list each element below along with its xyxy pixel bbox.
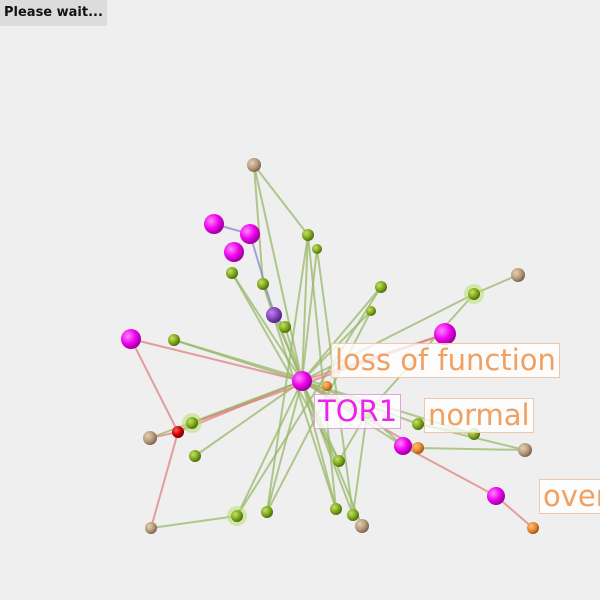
edge-hub-tTop (253, 164, 303, 382)
edge-tBotL-g16 (150, 515, 238, 529)
edge-hub-g5 (301, 286, 382, 382)
node-mMid[interactable] (394, 437, 412, 455)
edge-mTopB-purple (249, 233, 275, 316)
node-g10[interactable] (186, 417, 198, 429)
node-mLeft[interactable] (121, 329, 141, 349)
node-g8[interactable] (168, 334, 180, 346)
node-g3[interactable] (226, 267, 238, 279)
edge-hub-g2 (301, 248, 318, 382)
edge-hub-g3 (231, 272, 303, 382)
edge-o1-tR2 (417, 447, 526, 451)
edge-hub-mLeft (130, 338, 303, 382)
node-g7[interactable] (279, 321, 291, 333)
node-tTop[interactable] (247, 158, 261, 172)
node-g4[interactable] (257, 278, 269, 290)
status-banner: Please wait... (0, 0, 107, 26)
node-g1[interactable] (302, 229, 314, 241)
edge-red-tBotL (150, 431, 179, 529)
node-tBotL[interactable] (145, 522, 157, 534)
edge-tTop-g1 (253, 164, 309, 236)
edge-g5-g16 (236, 286, 382, 517)
label-over[interactable]: over (539, 479, 600, 515)
node-g5[interactable] (375, 281, 387, 293)
node-mRight[interactable] (434, 323, 456, 345)
edge-tTop-g4 (253, 164, 264, 285)
node-o1[interactable] (412, 442, 424, 454)
node-g19[interactable] (347, 509, 359, 521)
node-purple[interactable] (266, 307, 282, 323)
edge-g3-g12 (231, 272, 340, 462)
edge-mMid-mLow (402, 445, 497, 497)
node-red[interactable] (172, 426, 184, 438)
edge-g1-g18 (307, 234, 337, 510)
node-tRight[interactable] (511, 268, 525, 282)
label-normal[interactable]: normal (424, 398, 534, 434)
edge-g13-g19 (352, 412, 368, 516)
label-tor1[interactable]: TOR1 (314, 394, 402, 430)
node-tLeft[interactable] (143, 431, 157, 445)
node-hub[interactable] (292, 371, 312, 391)
node-tBot[interactable] (355, 519, 369, 533)
node-g2[interactable] (312, 244, 322, 254)
node-g18[interactable] (330, 503, 342, 515)
label-loss-of-function[interactable]: loss of function (331, 343, 560, 379)
node-mTopB[interactable] (240, 224, 260, 244)
edge-hub-g17 (266, 380, 303, 513)
edge-hub-purple (273, 314, 303, 382)
node-g11[interactable] (189, 450, 201, 462)
node-mTopC[interactable] (224, 242, 244, 262)
node-g6[interactable] (366, 306, 376, 316)
node-g12[interactable] (333, 455, 345, 467)
node-oRight[interactable] (527, 522, 539, 534)
node-mLow[interactable] (487, 487, 505, 505)
node-g9[interactable] (468, 288, 480, 300)
graph-nodes (121, 158, 539, 534)
node-g14[interactable] (412, 418, 424, 430)
node-mTopA[interactable] (204, 214, 224, 234)
node-o2[interactable] (322, 381, 332, 391)
edge-hub-g16 (236, 380, 303, 517)
edge-mLeft-red (130, 338, 179, 433)
node-tR2[interactable] (518, 443, 532, 457)
edge-hub-g1 (301, 234, 309, 382)
node-g17[interactable] (261, 506, 273, 518)
node-g16[interactable] (231, 510, 243, 522)
